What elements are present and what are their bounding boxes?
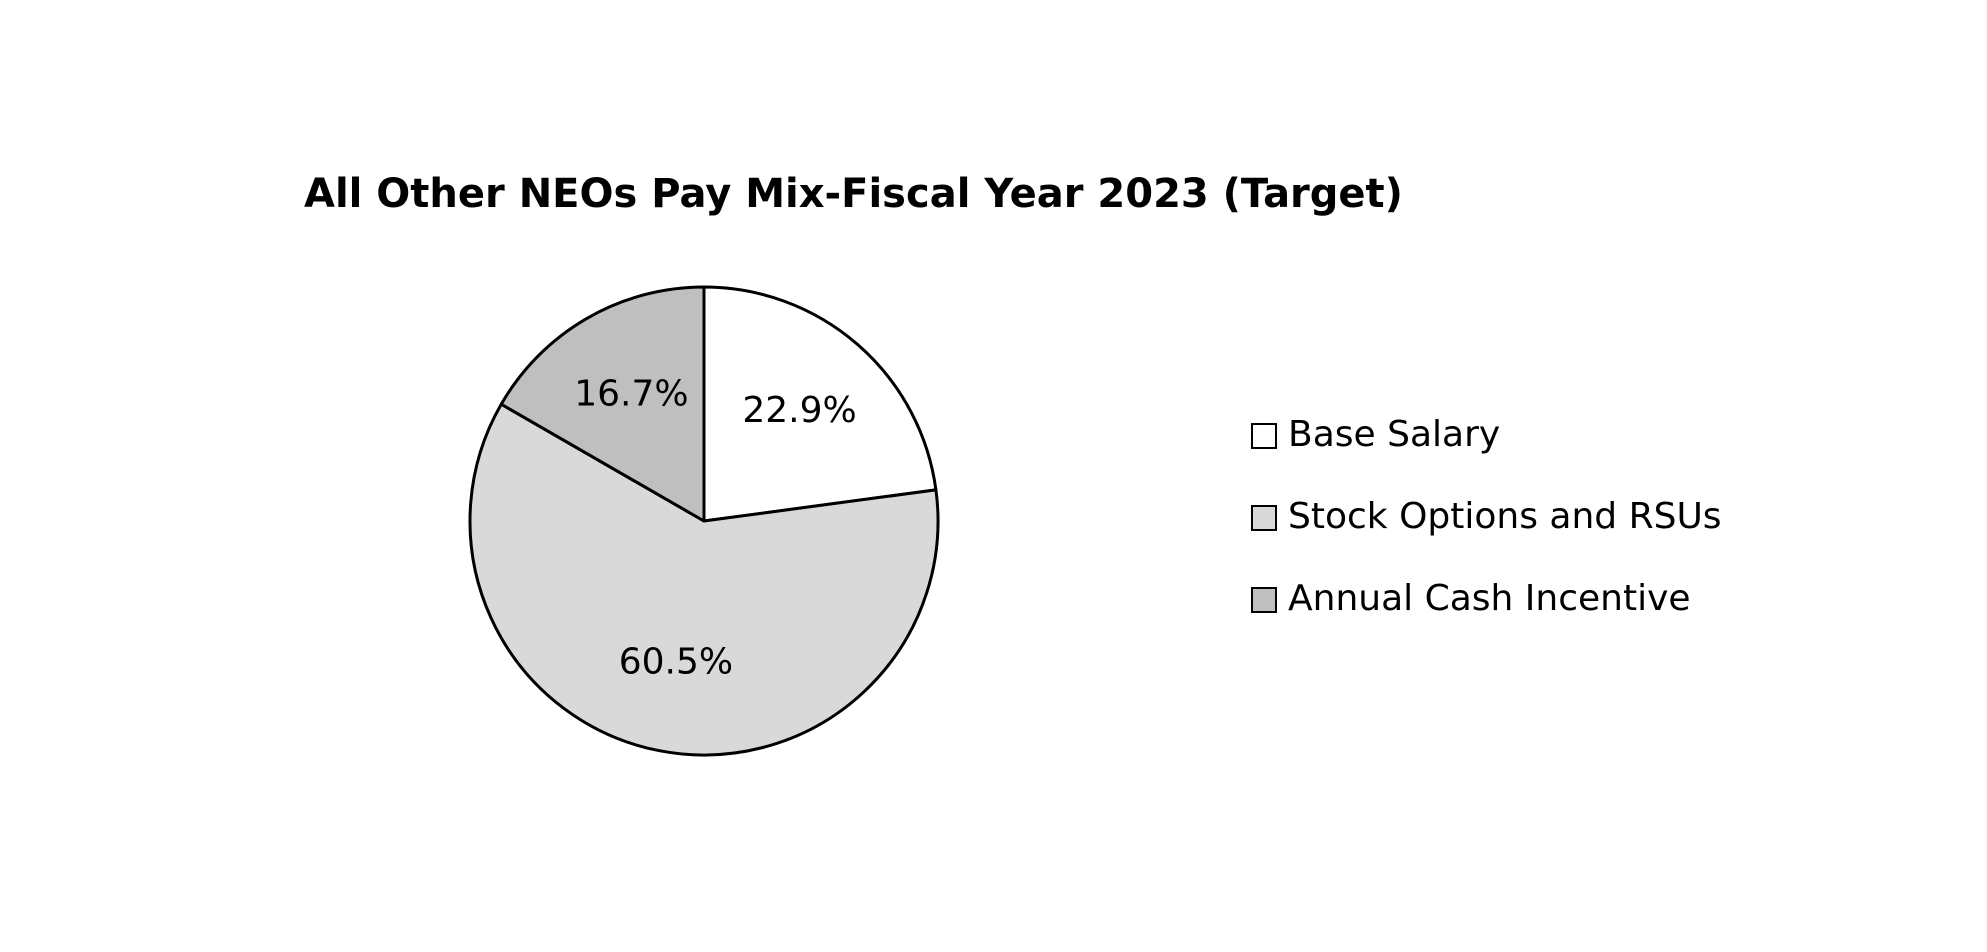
data-label: 16.7%: [574, 373, 688, 414]
data-label: 60.5%: [619, 641, 733, 682]
pie-slice: [468, 402, 940, 757]
legend-label: Annual Cash Incentive: [1288, 578, 1691, 619]
legend-swatch: [1251, 423, 1277, 449]
pie-slice: [702, 285, 938, 523]
chart-title: All Other NEOs Pay Mix-Fiscal Year 2023 …: [304, 171, 1403, 217]
data-label: 22.9%: [742, 390, 856, 431]
legend-swatch: [1251, 587, 1277, 613]
pie-slice: [499, 285, 706, 523]
legend-label: Base Salary: [1288, 414, 1500, 455]
legend-label: Stock Options and RSUs: [1288, 496, 1722, 537]
legend-swatch: [1251, 505, 1277, 531]
